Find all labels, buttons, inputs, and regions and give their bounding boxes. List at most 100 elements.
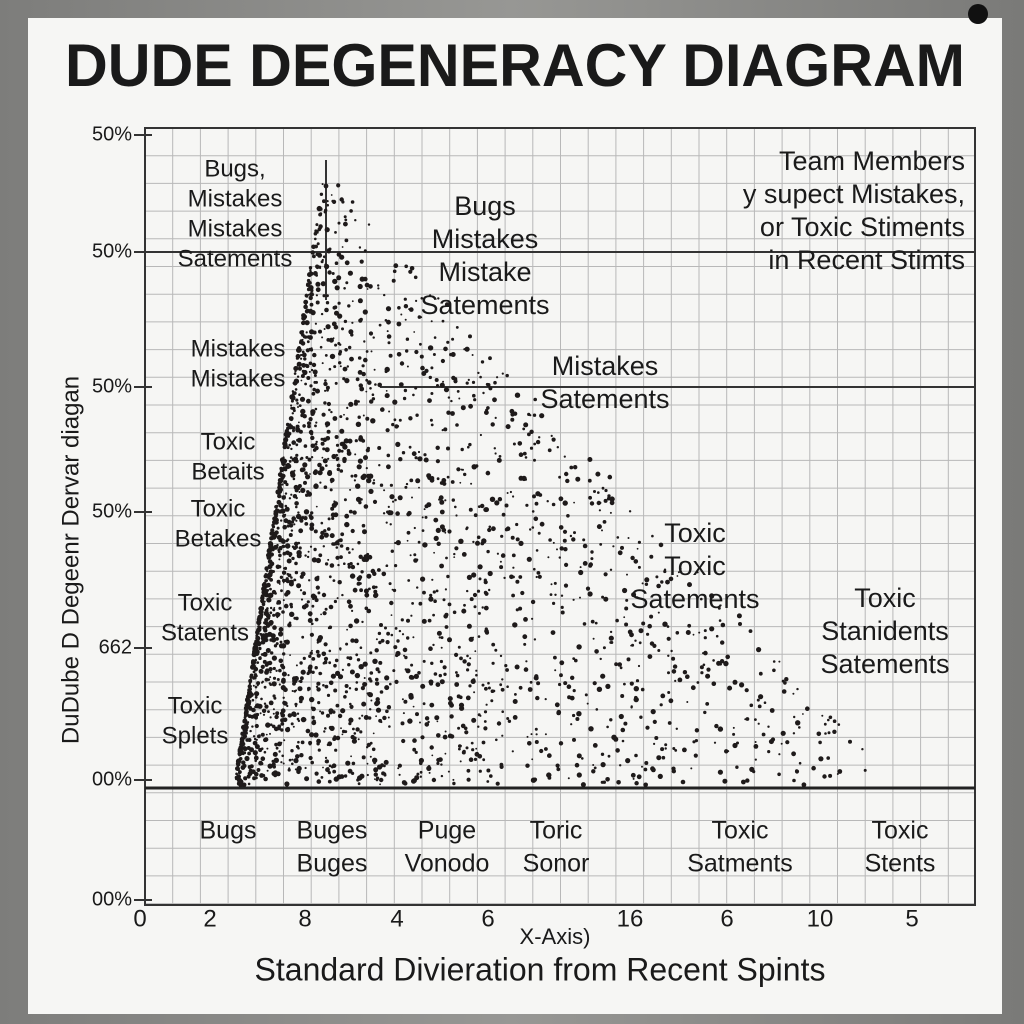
scatter-dot <box>601 486 605 490</box>
scatter-dot <box>317 591 321 595</box>
scatter-dot <box>533 458 536 462</box>
scatter-dot <box>281 610 285 614</box>
scatter-dot <box>417 315 422 319</box>
scatter-dot <box>288 713 292 717</box>
scatter-dot <box>303 299 309 305</box>
scatter-dot <box>717 769 724 775</box>
scatter-dot <box>298 528 304 534</box>
scatter-dot <box>605 683 611 690</box>
scatter-dot <box>301 352 307 358</box>
scatter-dot <box>327 779 332 784</box>
scatter-dot <box>268 667 273 672</box>
scatter-dot <box>432 353 436 356</box>
scatter-dot <box>308 266 313 270</box>
scatter-dot <box>533 442 537 446</box>
scatter-dot <box>401 780 407 785</box>
scatter-dot <box>449 352 453 357</box>
scatter-dot <box>347 270 353 276</box>
scatter-dot <box>658 542 664 548</box>
scatter-dot <box>263 628 268 633</box>
scatter-dot <box>347 438 353 444</box>
scatter-dot <box>344 378 349 383</box>
scatter-dot <box>343 498 347 502</box>
scatter-dot <box>649 641 655 646</box>
scatter-dot <box>319 466 325 472</box>
scatter-dot <box>311 557 317 563</box>
scatter-dot <box>281 483 284 486</box>
scatter-dot <box>395 540 401 546</box>
scatter-dot <box>368 331 374 336</box>
scatter-dot <box>334 748 338 752</box>
scatter-dot <box>656 583 661 589</box>
scatter-dot <box>595 708 599 711</box>
scatter-dot <box>311 293 314 297</box>
scatter-dot <box>442 598 446 602</box>
scatter-dot <box>496 376 499 379</box>
scatter-dot <box>298 695 304 702</box>
scatter-dot <box>664 747 667 750</box>
scatter-dot <box>343 438 349 444</box>
scatter-dot <box>638 628 644 634</box>
scatter-dot <box>703 710 707 715</box>
scatter-dot <box>477 754 483 759</box>
scatter-dot <box>389 682 392 686</box>
scatter-dot <box>490 422 495 427</box>
scatter-dot <box>377 284 380 287</box>
scatter-dot <box>282 599 285 602</box>
scatter-dot <box>514 664 520 670</box>
scatter-dot <box>236 763 240 767</box>
scatter-dot <box>333 735 337 739</box>
scatter-dot <box>366 762 369 765</box>
scatter-dot <box>300 598 304 601</box>
scatter-dot <box>299 574 304 579</box>
scatter-dot <box>772 660 776 663</box>
scatter-dot <box>593 490 596 493</box>
scatter-dot <box>420 735 425 740</box>
scatter-dot <box>299 518 304 523</box>
scatter-dot <box>265 648 271 653</box>
scatter-dot <box>471 717 477 723</box>
scatter-dot <box>264 608 269 613</box>
scatter-dot <box>597 491 600 494</box>
scatter-dot <box>641 621 646 626</box>
scatter-dot <box>459 705 465 711</box>
scatter-dot <box>609 511 612 514</box>
scatter-dot <box>357 370 363 375</box>
scatter-dot <box>300 487 306 493</box>
scatter-dot <box>327 771 331 775</box>
scatter-dot <box>484 410 489 415</box>
scatter-dot <box>357 415 361 419</box>
scatter-dot <box>326 203 330 207</box>
scatter-dot <box>563 547 568 552</box>
scatter-dot <box>452 781 456 786</box>
scatter-dot <box>617 662 622 667</box>
scatter-dot <box>422 542 428 548</box>
scatter-dot <box>278 565 282 569</box>
scatter-dot <box>252 740 258 746</box>
scatter-dot <box>293 578 297 582</box>
scatter-dot <box>511 750 514 753</box>
scatter-dot <box>387 716 390 719</box>
scatter-dot <box>344 513 350 519</box>
scatter-dot <box>725 654 730 660</box>
scatter-dot <box>475 673 478 677</box>
scatter-dot <box>419 354 424 359</box>
scatter-dot <box>344 521 350 528</box>
scatter-dot <box>533 638 537 641</box>
scatter-dot <box>527 432 531 437</box>
scatter-dot <box>402 647 408 653</box>
scatter-dot <box>680 779 686 785</box>
scatter-dot <box>253 641 258 647</box>
scatter-dot <box>342 366 348 372</box>
scatter-dot <box>304 603 309 608</box>
scatter-dot <box>356 464 362 470</box>
scatter-dot <box>294 370 297 373</box>
scatter-dot <box>550 434 553 437</box>
scatter-dot <box>465 527 468 531</box>
scatter-dot <box>298 393 301 397</box>
scatter-dot <box>373 368 376 371</box>
scatter-dot <box>415 558 419 562</box>
scatter-dot <box>328 408 331 412</box>
scatter-dot <box>312 254 316 259</box>
scatter-dot <box>336 275 342 281</box>
